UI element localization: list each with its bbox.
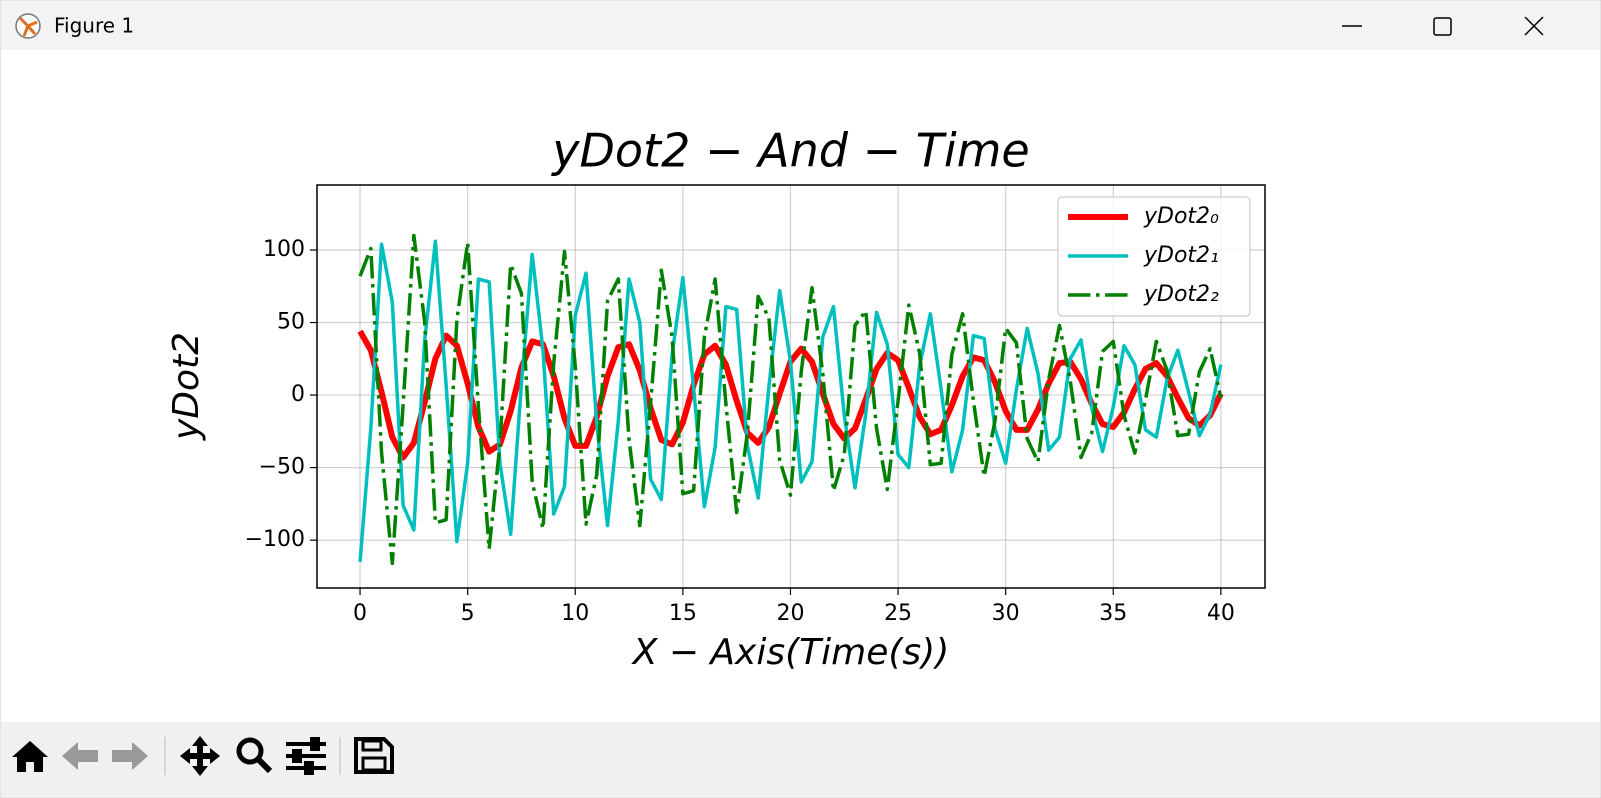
x-tick-label: 5 xyxy=(461,601,475,626)
y-axis-label: yDot2 xyxy=(166,332,207,441)
forward-button[interactable] xyxy=(112,742,148,770)
x-tick-label: 20 xyxy=(776,601,804,626)
x-tick-label: 30 xyxy=(992,601,1020,626)
series-line xyxy=(358,239,1223,563)
close-button[interactable] xyxy=(1524,16,1544,36)
save-button[interactable] xyxy=(354,737,394,774)
x-tick-label: 25 xyxy=(884,601,912,626)
window-title: Figure 1 xyxy=(54,14,134,38)
x-tick-label: 40 xyxy=(1207,601,1235,626)
toolbar xyxy=(1,722,1600,797)
home-button[interactable] xyxy=(12,741,48,772)
y-tick-label: −100 xyxy=(245,527,305,552)
series-line xyxy=(358,233,1223,566)
y-tick-label: 100 xyxy=(263,237,305,262)
x-tick-label: 15 xyxy=(669,601,697,626)
x-axis-label: X − Axis(Time(s)) xyxy=(631,632,950,673)
figure: yDot2 − And − Time X − Axis(Time(s)) yDo… xyxy=(166,124,1266,673)
y-tick-label: 50 xyxy=(277,310,305,335)
legend-label: yDot2₁ xyxy=(1143,243,1219,268)
zoom-button[interactable] xyxy=(236,737,273,774)
configure-button[interactable] xyxy=(286,737,326,775)
app-icon xyxy=(15,13,41,39)
x-tick-label: 0 xyxy=(353,601,367,626)
back-button[interactable] xyxy=(62,742,98,770)
maximize-button[interactable] xyxy=(1433,17,1452,36)
x-tick-label: 10 xyxy=(561,601,589,626)
y-tick-label: −50 xyxy=(259,455,305,480)
y-tick-label: 0 xyxy=(291,382,305,407)
x-tick-label: 35 xyxy=(1099,601,1127,626)
axes-frame xyxy=(316,184,1266,589)
pan-button[interactable] xyxy=(180,736,220,776)
title-bar xyxy=(1,1,1600,50)
legend-label: yDot2₂ xyxy=(1143,282,1219,307)
legend-label: yDot2₀ xyxy=(1143,204,1219,229)
chart-title: yDot2 − And − Time xyxy=(550,124,1029,178)
legend-box xyxy=(1057,196,1251,317)
